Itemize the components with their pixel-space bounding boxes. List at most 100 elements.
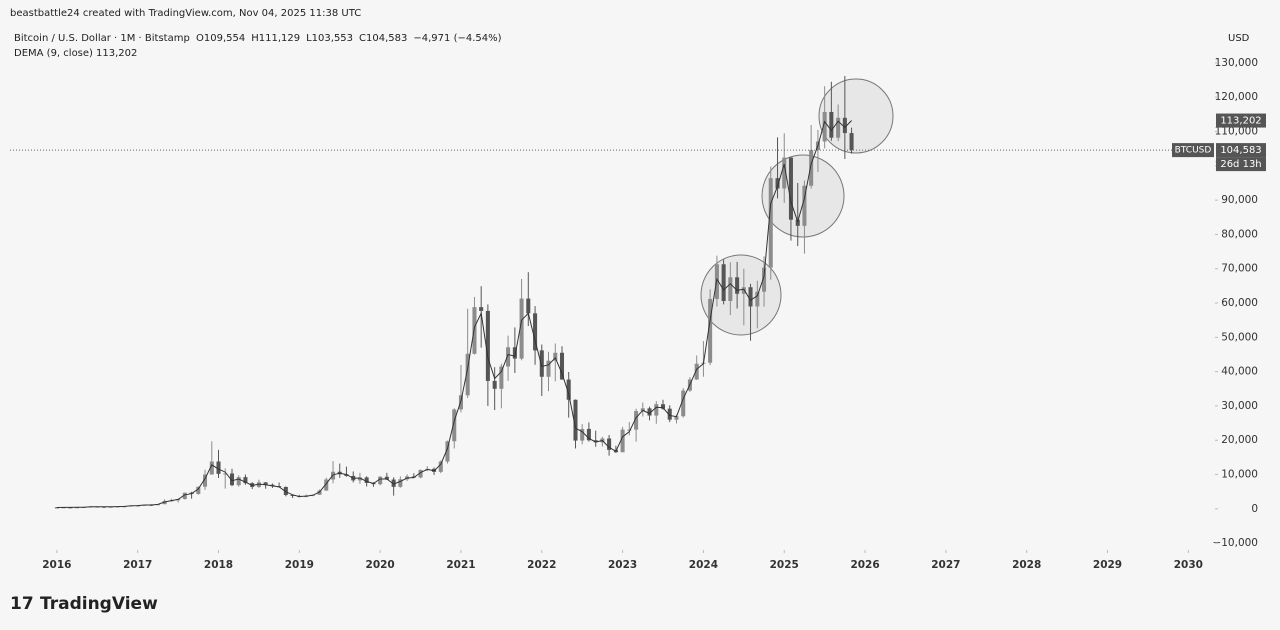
candle-body <box>735 277 740 294</box>
x-tick-label: 2026 <box>850 559 879 571</box>
legend-value: O109,554 <box>196 33 245 44</box>
candle-body <box>640 408 645 412</box>
candle-body <box>506 347 511 367</box>
y-tick-label: 130,000 <box>1215 57 1258 69</box>
candle-body <box>243 477 248 484</box>
candle-body <box>553 352 558 361</box>
x-tick-label: 2017 <box>123 559 152 571</box>
candle-body <box>741 287 746 294</box>
price-tag: 104,583 <box>1220 145 1261 156</box>
candle-body <box>216 461 221 474</box>
y-tick-label: 20,000 <box>1221 434 1258 446</box>
x-tick-label: 2027 <box>931 559 960 571</box>
y-tick-label: 70,000 <box>1221 263 1258 275</box>
candle-body <box>586 428 591 441</box>
candle-body <box>849 133 854 151</box>
candle-body <box>660 404 666 409</box>
legend-value: H111,129 <box>251 33 300 44</box>
candle-body <box>728 277 733 301</box>
logo: 17 TradingView <box>10 594 158 614</box>
candle-body <box>236 477 241 486</box>
candle-body <box>634 411 639 430</box>
candle-body <box>526 298 531 314</box>
candle-body <box>472 307 477 354</box>
y-tick-label: −10,000 <box>1212 537 1258 549</box>
candle-body <box>499 366 504 389</box>
y-tick-label: 50,000 <box>1221 331 1258 343</box>
candle-body <box>344 474 349 476</box>
candle-body <box>822 111 827 142</box>
indicator-line <box>56 120 852 508</box>
candle-body <box>445 441 450 462</box>
candle-body <box>512 347 517 359</box>
candle-body <box>438 461 443 472</box>
candle-body <box>533 313 538 351</box>
x-tick-label: 2019 <box>285 559 314 571</box>
candle-body <box>75 507 80 509</box>
y-tick-label: 80,000 <box>1221 228 1258 240</box>
candle-body <box>708 298 713 363</box>
candle-body <box>452 409 457 442</box>
candle-body <box>802 185 807 226</box>
symbol-tag: BTCUSD <box>1175 146 1212 156</box>
candle-body <box>654 404 659 416</box>
y-tick-label: 110,000 <box>1215 126 1258 138</box>
y-tick-label: 120,000 <box>1215 91 1258 103</box>
candle-body <box>539 350 544 377</box>
candle-body <box>768 178 773 268</box>
candle-body <box>593 440 598 443</box>
candle-body <box>223 473 228 475</box>
price-tag-bg <box>1216 113 1266 128</box>
candle-body <box>418 469 423 478</box>
candle-body <box>782 157 787 189</box>
candle-body <box>546 360 551 377</box>
candle-body <box>573 399 578 441</box>
y-tick-label: 0 <box>1251 503 1258 515</box>
x-tick-label: 2029 <box>1093 559 1122 571</box>
candle-body <box>694 363 699 380</box>
countdown: 26d 13h <box>1220 159 1261 170</box>
candle-body <box>229 473 235 486</box>
candle-body <box>667 408 672 420</box>
x-tick-label: 2020 <box>366 559 395 571</box>
candle-body <box>479 307 484 311</box>
candle-body <box>485 310 490 381</box>
x-tick-label: 2016 <box>42 559 71 571</box>
x-tick-label: 2022 <box>527 559 556 571</box>
y-tick-label: 30,000 <box>1221 400 1258 412</box>
candle-body <box>762 267 767 292</box>
candle-body <box>398 479 403 487</box>
x-tick-label: 2021 <box>446 559 475 571</box>
candle-body <box>647 408 652 416</box>
candle-body <box>829 111 834 138</box>
candle-body <box>465 353 470 396</box>
symbol: Bitcoin / U.S. Dollar · 1M · Bitstamp <box>14 33 190 44</box>
candle-body <box>162 500 167 505</box>
candle-body <box>182 492 187 499</box>
candle-body <box>290 494 295 497</box>
indicator-value: 113,202 <box>96 48 137 59</box>
candle-body <box>357 477 362 481</box>
candle-body <box>384 476 389 480</box>
candle-body <box>391 479 396 487</box>
candle-body <box>54 507 59 509</box>
candle-body <box>324 479 329 491</box>
y-tick-label: 90,000 <box>1221 194 1258 206</box>
candle-body <box>775 178 780 189</box>
candle-body <box>788 157 793 220</box>
x-tick-label: 2025 <box>770 559 799 571</box>
x-tick-label: 2023 <box>608 559 637 571</box>
x-tick-label: 2024 <box>689 559 718 571</box>
candle-body <box>364 477 369 483</box>
x-tick-label: 2018 <box>204 559 233 571</box>
candle-body <box>519 298 524 359</box>
candle-body <box>492 380 497 389</box>
candle-body <box>317 490 322 495</box>
price-tag-bg <box>1216 143 1266 158</box>
x-tick-label: 2030 <box>1174 559 1203 571</box>
legend-value: C104,583 <box>359 33 407 44</box>
candle-body <box>748 287 753 307</box>
candle-body <box>580 428 585 441</box>
symbol-tag-bg <box>1172 143 1214 158</box>
